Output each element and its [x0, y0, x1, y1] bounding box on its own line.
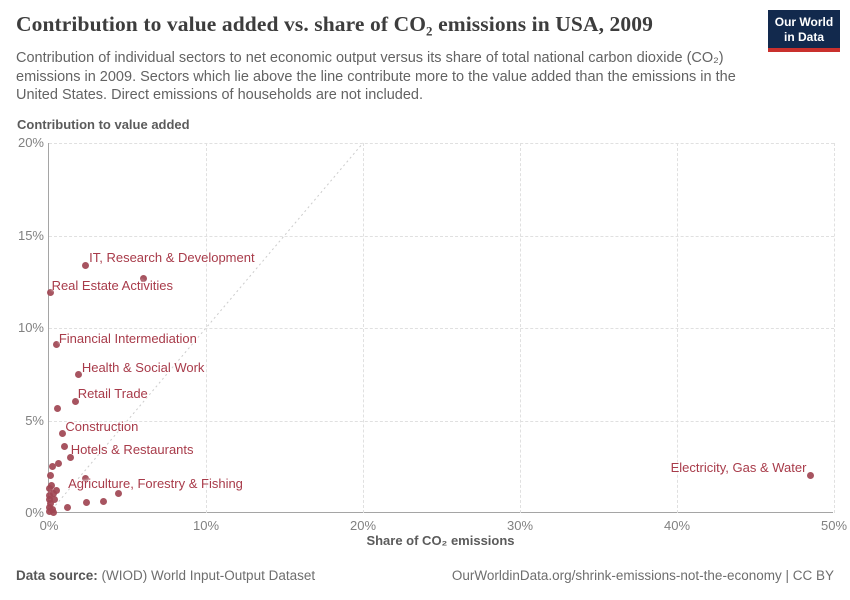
- scatter-point-real-estate-activities[interactable]: [47, 289, 55, 297]
- y-tick-label-0: 0%: [25, 505, 44, 520]
- y-tick-label-15: 15%: [17, 227, 44, 243]
- gridline-y-20: [49, 143, 834, 144]
- scatter-point[interactable]: [46, 491, 54, 499]
- gridline-y-10: [49, 328, 834, 329]
- scatter-point-retail-trade[interactable]: [72, 397, 80, 405]
- x-tick-label-0: 0%: [39, 518, 59, 533]
- x-tick-label-10: 10%: [192, 518, 220, 533]
- owid-url-link[interactable]: OurWorldinData.org/shrink-emissions-not-…: [451, 568, 782, 583]
- footer: Data source: (WIOD) World Input-Output D…: [16, 568, 834, 583]
- sector-label[interactable]: Hotels & Restaurants: [70, 442, 194, 458]
- scatter-point-electricity-gas-water[interactable]: [806, 471, 814, 479]
- x-tick-label-30: 30%: [506, 518, 534, 533]
- data-source: Data source: (WIOD) World Input-Output D…: [16, 568, 315, 583]
- sector-label[interactable]: Retail Trade: [77, 386, 148, 402]
- parity-line: [48, 142, 364, 514]
- gridline-y-15: [49, 235, 834, 237]
- scatter-point[interactable]: [100, 498, 108, 506]
- scatter-point[interactable]: [50, 490, 58, 498]
- scatter-point[interactable]: [45, 495, 53, 503]
- scatter-point[interactable]: [46, 507, 54, 515]
- x-tick-label-50: 50%: [820, 518, 848, 533]
- sector-label[interactable]: Financial Intermediation: [58, 330, 197, 346]
- scatter-point-agriculture-forestry-fishing[interactable]: [114, 490, 122, 498]
- scatter-point-financial-intermediation[interactable]: [53, 341, 61, 349]
- data-source-label: Data source:: [16, 568, 98, 583]
- owid-logo-line2: in Data: [783, 29, 824, 44]
- sector-label[interactable]: Health & Social Work: [81, 360, 205, 376]
- gridline-y-5: [49, 420, 834, 422]
- x-tick-label-20: 20%: [349, 518, 377, 533]
- chart-subtitle: Contribution of individual sectors to ne…: [16, 50, 736, 104]
- data-source-value: (WIOD) World Input-Output Dataset: [97, 568, 316, 583]
- scatter-point[interactable]: [47, 471, 55, 479]
- scatter-point[interactable]: [82, 475, 90, 483]
- scatter-point[interactable]: [47, 481, 55, 489]
- sector-label[interactable]: Real Estate Activities: [51, 277, 173, 293]
- owid-logo[interactable]: Our World in Data: [768, 10, 840, 53]
- scatter-point[interactable]: [45, 485, 53, 493]
- license-badge: | CC BY: [781, 568, 834, 583]
- scatter-point[interactable]: [54, 404, 62, 412]
- y-tick-label-20: 20%: [17, 135, 44, 150]
- scatter-point[interactable]: [50, 495, 58, 503]
- scatter-point[interactable]: [47, 500, 55, 508]
- chart-title: Contribution to value added vs. share of…: [16, 12, 653, 36]
- scatter-point-hotels-restaurants[interactable]: [61, 442, 69, 450]
- gridline-x-50: [834, 143, 835, 513]
- sector-label[interactable]: Agriculture, Forestry & Fishing: [68, 475, 243, 491]
- sector-label[interactable]: IT, Research & Development: [89, 250, 255, 266]
- sector-label[interactable]: Electricity, Gas & Water: [670, 460, 807, 476]
- sector-label[interactable]: Construction: [65, 419, 139, 435]
- x-axis-title: Share of CO₂ emissions: [366, 533, 515, 548]
- scatter-point[interactable]: [54, 459, 62, 467]
- y-axis-title: Contribution to value added: [17, 117, 190, 132]
- scatter-point[interactable]: [50, 508, 58, 516]
- scatter-point-construction[interactable]: [58, 429, 66, 437]
- y-tick-label-5: 5%: [25, 412, 44, 428]
- scatter-point-it-research-development[interactable]: [81, 261, 89, 269]
- scatter-point[interactable]: [48, 463, 56, 471]
- scatter-point[interactable]: [66, 454, 74, 461]
- scatter-point[interactable]: [139, 274, 147, 282]
- owid-logo-line1: Our World: [774, 15, 834, 29]
- scatter-point[interactable]: [64, 503, 72, 511]
- scatter-point-health-social-work[interactable]: [75, 370, 83, 378]
- plot-area: 0% 10% 20% 30% 40% 50% 0% 5% 10% 15% 20% IT, Resear…: [18, 135, 847, 533]
- x-tick-label-40: 40%: [663, 518, 691, 533]
- scatter-point[interactable]: [83, 499, 91, 507]
- license-line: OurWorldinData.org/shrink-emissions-not-…: [452, 568, 834, 583]
- y-tick-label-10: 10%: [17, 320, 44, 335]
